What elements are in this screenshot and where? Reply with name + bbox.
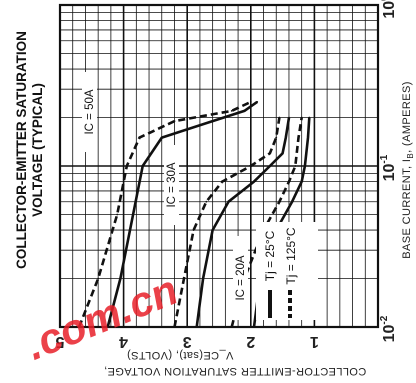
data-point [205, 200, 208, 203]
svg-text:BASE CURRENT, IB, (AMPERES): BASE CURRENT, IB, (AMPERES) [401, 81, 415, 259]
x-tick-base: 10 [381, 1, 398, 19]
data-point [284, 136, 287, 139]
data-point [221, 180, 224, 183]
data-point [116, 213, 119, 216]
data-point [300, 180, 303, 183]
data-point [253, 326, 255, 328]
data-point [160, 136, 163, 139]
data-point [253, 180, 255, 183]
series-line-ic50a-25c [106, 100, 258, 328]
x-tick-exponent: -1 [379, 154, 390, 163]
legend: Tj = 25°C Tj = 125°C [256, 222, 318, 320]
x-tick-base: 10 [381, 163, 398, 181]
x-tick-label: 10-2 [379, 315, 398, 342]
data-point [78, 326, 80, 328]
x-tick-label: 10-1 [379, 154, 398, 181]
series-line-ic50a-125c [77, 100, 252, 328]
data-point [173, 326, 176, 328]
data-point [269, 152, 271, 155]
x-axis-title-sub: B [406, 153, 415, 159]
curve-label-30a-text: IC = 30A [166, 162, 178, 207]
data-point [307, 136, 309, 139]
y-tick-label: 1 [310, 333, 319, 350]
x-tick-labels: 10-210-1100 [379, 0, 398, 342]
data-point [288, 116, 290, 119]
data-point [195, 326, 198, 328]
grid [59, 5, 379, 327]
curve-label-50a: IC = 50A [82, 72, 97, 152]
data-point [291, 200, 293, 203]
y-tick-label: 4 [119, 333, 128, 350]
curve-label-20a-text: IC = 20A [235, 255, 247, 300]
legend-item-125c: Tj = 125°C [284, 227, 298, 284]
data-point [300, 116, 303, 119]
data-point [243, 110, 246, 112]
data-point [278, 200, 281, 203]
data-point [278, 116, 281, 119]
chart-title-line2: VOLTAGE (TYPICAL) [30, 83, 45, 217]
y-tick-label: 2 [246, 333, 255, 350]
y-tick-label: 3 [183, 333, 192, 350]
data-point [249, 101, 252, 103]
data-point [308, 116, 311, 119]
data-point [294, 165, 297, 167]
y-tick-labels: 1 2 3 4 5 [55, 333, 318, 350]
data-point [227, 200, 230, 203]
y-axis-title: COLLECTOR-EMITTER SATURATION VOLTAGE, [104, 365, 367, 377]
x-axis-title-part1: BASE CURRENT, I [401, 159, 413, 259]
data-point [275, 136, 278, 139]
data-point [125, 165, 128, 167]
legend-item-25c: Tj = 25°C [263, 230, 277, 281]
data-point [119, 277, 122, 280]
data-point [183, 277, 185, 280]
curve-label-30a: IC = 30A [164, 145, 179, 225]
y-axis-title-line1: COLLECTOR-EMITTER SATURATION VOLTAGE, [104, 365, 367, 377]
data-point [211, 229, 214, 232]
chart-title: COLLECTOR-EMITTER SATURATION VOLTAGE (TY… [14, 31, 45, 269]
curve-label-20a: IC = 20A [233, 236, 248, 320]
data-point [269, 165, 271, 167]
x-tick-exponent: 0 [379, 0, 390, 1]
data-point [230, 326, 233, 328]
chart-title-line1: COLLECTOR-EMITTER SATURATION [14, 31, 29, 269]
data-point [97, 277, 100, 280]
data-point [173, 120, 176, 122]
data-point [141, 165, 144, 167]
x-axis-title: BASE CURRENT, IB, (AMPERES) [401, 81, 415, 259]
data-point [256, 101, 259, 103]
data-point [202, 277, 205, 280]
data-point [211, 120, 214, 122]
x-tick-base: 10 [381, 324, 398, 342]
data-point [249, 165, 252, 167]
data-point [304, 165, 306, 167]
data-point [192, 229, 195, 232]
y-axis-subtitle: V_CE(sat), (VOLTS) [127, 349, 234, 361]
data-point [281, 152, 284, 155]
data-point [106, 326, 109, 328]
curve-label-50a-text: IC = 50A [84, 89, 96, 134]
data-point [288, 180, 290, 183]
x-axis-title-part2: , (AMPERES) [401, 81, 413, 153]
data-point [297, 136, 300, 139]
y-tick-label: 5 [55, 333, 64, 350]
x-tick-label: 100 [379, 0, 398, 19]
data-point [230, 110, 233, 112]
x-tick-exponent: -2 [379, 315, 390, 324]
data-point [132, 213, 135, 216]
data-point [138, 136, 141, 139]
y-axis-title-line2: V_CE(sat), (VOLTS) [127, 349, 234, 361]
